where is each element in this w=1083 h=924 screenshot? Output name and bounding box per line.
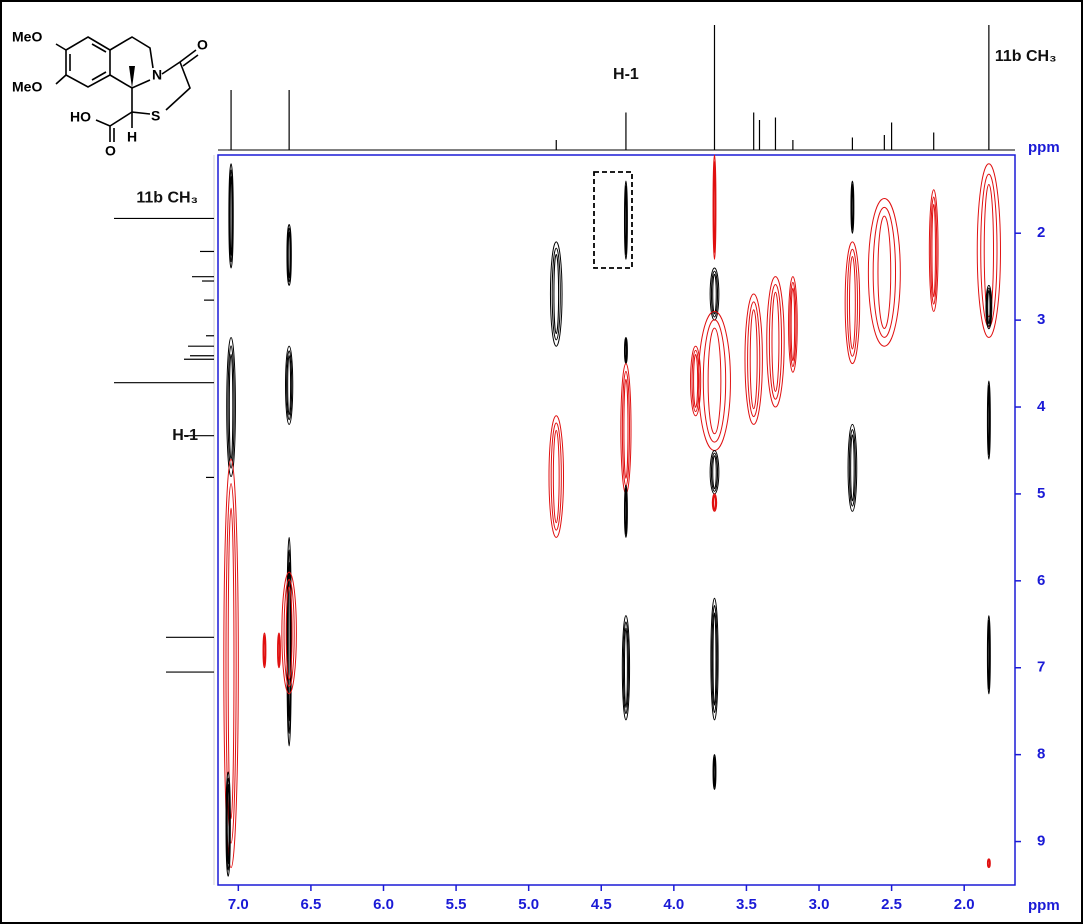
cross-peak xyxy=(847,249,857,356)
atom-label: MeO xyxy=(12,29,42,45)
cross-peak xyxy=(988,625,989,684)
cross-peak xyxy=(984,185,993,317)
cross-peak xyxy=(288,232,290,278)
cross-peak xyxy=(624,628,627,707)
frame xyxy=(1,1,1082,923)
atom-label: S xyxy=(151,108,160,124)
atom-label: O xyxy=(197,37,208,53)
cross-peak xyxy=(230,176,232,255)
atom-label: MeO xyxy=(12,79,42,95)
methyl-wedge xyxy=(129,66,135,88)
cross-peak xyxy=(288,562,290,721)
cross-peak xyxy=(264,637,265,663)
ring-double xyxy=(70,44,106,80)
annotation: H-1 xyxy=(613,66,639,83)
x-tick-label: 3.5 xyxy=(736,896,757,913)
cross-peak xyxy=(278,637,279,663)
x-tick-label: 4.5 xyxy=(591,896,612,913)
cross-peak xyxy=(228,508,234,818)
annotation: 11b CH₃ xyxy=(995,48,1057,65)
cross-peak xyxy=(552,248,560,340)
cross-peak xyxy=(791,288,794,361)
y-tick-label: 2 xyxy=(1037,224,1045,241)
x-tick-label: 7.0 xyxy=(228,896,249,913)
x-tick-label: 5.0 xyxy=(518,896,539,913)
cross-peak xyxy=(554,254,559,333)
chart: MeO MeO N O HO O S H ppm ppm 7.0 6.5 6.0 5.… xyxy=(0,0,1083,924)
x-axis-label: ppm xyxy=(1028,897,1060,914)
x-tick-label: 5.5 xyxy=(446,896,467,913)
methoxy-bonds xyxy=(56,44,66,84)
y-tick-label: 7 xyxy=(1037,659,1045,676)
atom-label: H xyxy=(127,129,137,145)
cross-peak xyxy=(284,579,294,686)
cross-peak xyxy=(981,174,997,327)
x-tick-label: 3.0 xyxy=(809,896,830,913)
cross-peak xyxy=(551,423,561,530)
cross-peak xyxy=(750,310,757,409)
cross-peak xyxy=(625,491,626,531)
y-tick-label: 3 xyxy=(1037,311,1045,328)
x-tick-label: 6.0 xyxy=(373,896,394,913)
structure: MeO MeO N O HO O S H xyxy=(12,29,208,159)
ring xyxy=(66,37,110,87)
cross-peak xyxy=(694,355,698,408)
cross-peak xyxy=(713,274,716,314)
cross-peak xyxy=(553,430,559,522)
x-tick-label: 2.0 xyxy=(954,896,975,913)
cross-peak xyxy=(625,341,626,361)
cross-peak xyxy=(988,390,989,449)
x-tick-label: 2.5 xyxy=(881,896,902,913)
cross-peak xyxy=(772,292,779,391)
cross-peak xyxy=(988,860,989,867)
atom-label: HO xyxy=(70,109,91,125)
cross-peak xyxy=(714,759,715,785)
x-tick-label: 6.5 xyxy=(300,896,321,913)
cross-peak xyxy=(703,320,725,442)
cross-peak xyxy=(708,328,721,434)
y-tick-label: 4 xyxy=(1037,398,1046,415)
atom-label: N xyxy=(152,67,162,83)
cross-peak xyxy=(624,379,628,478)
cross-peak xyxy=(850,257,856,349)
ring-c xyxy=(132,50,198,114)
cross-peak xyxy=(229,354,232,460)
cross-peak xyxy=(714,496,716,509)
cross-peak xyxy=(851,435,854,501)
x-tick-label: 4.0 xyxy=(663,896,684,913)
page: {"chart_data": { "type": "contour2d", "x… xyxy=(0,0,1083,924)
cross-peak xyxy=(878,216,891,328)
cross-peak xyxy=(288,356,291,415)
y-tick-label: 6 xyxy=(1037,572,1045,589)
cross-peak xyxy=(988,291,990,324)
cross-peak xyxy=(852,187,853,227)
cross-peak xyxy=(713,613,716,705)
cross-peak xyxy=(625,190,626,249)
cross-peak xyxy=(769,284,781,399)
annotation: 11b CH₃ xyxy=(136,190,198,207)
y-tick-label: 8 xyxy=(1037,746,1045,763)
cross-peak xyxy=(748,302,760,417)
y-axis-label: ppm xyxy=(1028,139,1060,156)
cross-peak xyxy=(873,207,895,337)
cross-peak xyxy=(714,168,715,247)
atom-label: O xyxy=(105,143,116,159)
cross-peak xyxy=(713,456,716,489)
annotation: H-1 xyxy=(172,427,198,444)
y-tick-label: 5 xyxy=(1037,485,1045,502)
cross-peak xyxy=(932,204,935,296)
y-tick-label: 9 xyxy=(1037,833,1045,850)
